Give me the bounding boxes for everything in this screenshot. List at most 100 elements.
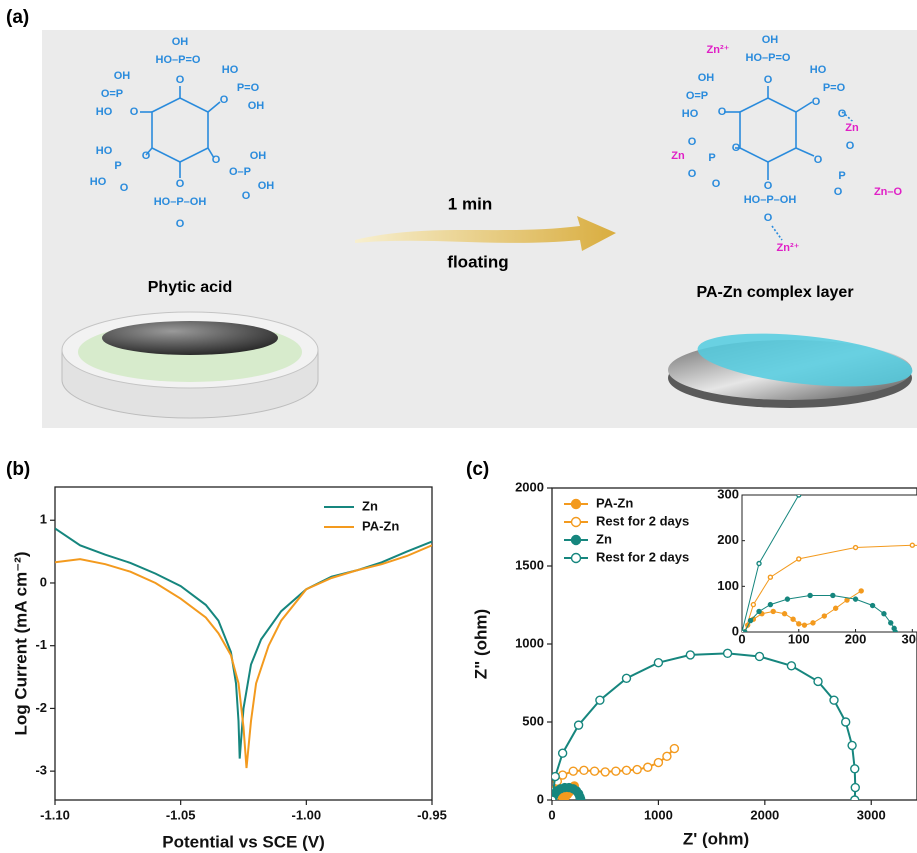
data-point xyxy=(576,795,586,800)
data-point xyxy=(750,601,757,608)
molecule-label: HO xyxy=(96,145,113,157)
legend-label: PA-Zn xyxy=(362,518,399,533)
molecule-label: Zn–O xyxy=(874,186,903,198)
molecule-label: O xyxy=(176,74,185,86)
legend-marker xyxy=(570,552,582,564)
molecule-label: HO xyxy=(96,106,113,118)
x-tick-label: 2000 xyxy=(750,807,779,822)
data-point xyxy=(847,740,857,751)
molecule-label: HO–P–OH xyxy=(744,194,797,206)
molecule-label: O xyxy=(764,212,773,224)
diagram-label: PA-Zn complex layer xyxy=(696,284,853,301)
molecule-label: O xyxy=(242,190,251,202)
inset-frame xyxy=(741,494,917,633)
molecule-label: O xyxy=(688,168,697,180)
data-point xyxy=(747,617,754,624)
y-tick-label: -2 xyxy=(35,700,47,715)
data-point xyxy=(767,601,774,608)
molecule-label: HO xyxy=(222,64,239,76)
data-point xyxy=(589,766,600,776)
molecule-label: Zn xyxy=(671,150,685,162)
molecule-label: O xyxy=(142,150,151,162)
group xyxy=(55,527,432,769)
molecule-label: O xyxy=(846,140,855,152)
data-point xyxy=(781,611,788,617)
x-tick-label: 1000 xyxy=(644,807,673,822)
data-point xyxy=(557,770,568,780)
molecule-label: O xyxy=(688,136,697,148)
step-label: floating xyxy=(447,252,508,271)
molecule-label: O xyxy=(764,180,773,192)
data-point xyxy=(754,651,765,662)
x-axis-label: Potential vs SCE (V) xyxy=(162,832,324,851)
y-tick-label: 200 xyxy=(717,532,739,547)
data-point xyxy=(810,620,816,626)
data-point xyxy=(685,650,696,660)
y-tick-label: 0 xyxy=(40,574,47,589)
group xyxy=(552,648,860,800)
x-tick-label: 300 xyxy=(901,631,917,646)
data-point xyxy=(807,592,813,599)
data-point xyxy=(621,673,632,684)
arrow xyxy=(355,216,616,251)
data-point xyxy=(821,613,828,619)
legend-label: Zn xyxy=(362,498,378,513)
molecule-label: O xyxy=(120,182,129,194)
data-point xyxy=(669,743,680,754)
molecule-label: O xyxy=(812,96,821,108)
molecule-label: O xyxy=(834,186,843,198)
x-axis-label: Z' (ohm) xyxy=(683,829,749,848)
data-point xyxy=(796,621,802,627)
diagram-label: Phytic acid xyxy=(148,279,232,296)
data-point xyxy=(552,771,560,782)
data-point xyxy=(573,720,584,730)
x-tick-label: -0.95 xyxy=(417,807,447,822)
molecule-label: O xyxy=(814,154,823,166)
data-point xyxy=(742,629,745,632)
molecule-label: Zn xyxy=(845,122,859,134)
y-tick-label: 1500 xyxy=(515,557,544,572)
molecule-label: P xyxy=(708,152,715,164)
molecule-label: OH xyxy=(698,72,715,84)
group xyxy=(742,495,917,632)
legend-label: Rest for 2 days xyxy=(596,513,689,528)
molecule-label: HO–P=O xyxy=(746,52,791,64)
molecule-label: OH xyxy=(114,70,131,82)
y-axis-label: Z" (ohm) xyxy=(471,609,490,679)
data-point xyxy=(662,751,672,762)
data-point xyxy=(632,764,642,775)
x-tick-label: 100 xyxy=(788,631,810,646)
molecule-label: OH xyxy=(762,34,779,46)
data-point xyxy=(850,764,860,774)
data-point xyxy=(852,544,859,551)
y-tick-label: 2000 xyxy=(515,479,544,494)
data-point xyxy=(722,648,733,659)
y-tick-label: -1 xyxy=(35,637,47,652)
series-line xyxy=(552,652,857,800)
molecule-label: OH xyxy=(248,100,265,112)
data-point xyxy=(600,767,610,777)
y-axis-label: Log Current (mA cm⁻²) xyxy=(11,551,30,735)
data-point xyxy=(869,602,876,609)
molecule-label: O=P xyxy=(101,88,123,100)
y-tick-label: -3 xyxy=(35,763,47,778)
data-point xyxy=(790,616,796,622)
x-tick-label: -1.10 xyxy=(40,807,70,822)
legend-label: Rest for 2 days xyxy=(596,549,689,564)
data-point xyxy=(888,620,894,626)
molecule-label: O=P xyxy=(686,90,708,102)
y-tick-label: 1 xyxy=(40,512,47,527)
data-point xyxy=(756,608,762,615)
molecule-label: P xyxy=(114,160,121,172)
x-tick-label: 0 xyxy=(548,807,555,822)
left-ring xyxy=(140,86,221,178)
molecule-label: O xyxy=(764,74,773,86)
molecule-label: O xyxy=(732,142,741,154)
data-point xyxy=(557,748,568,758)
zinc-disk xyxy=(668,333,913,408)
data-point xyxy=(786,661,797,671)
panel-label: (b) xyxy=(6,459,30,480)
x-tick-label: 3000 xyxy=(857,807,886,822)
data-point xyxy=(801,622,808,628)
